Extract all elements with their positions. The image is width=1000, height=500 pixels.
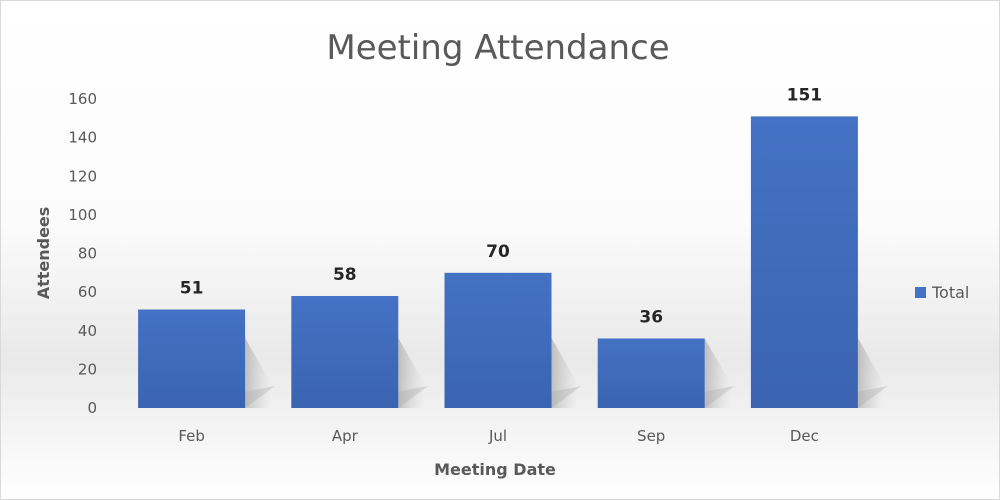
- y-tick-label: 160: [68, 90, 97, 108]
- x-axis-ticks: Feb Apr Jul Sep Dec: [178, 427, 819, 445]
- data-label-apr: 58: [333, 265, 357, 285]
- chart-title: Meeting Attendance: [326, 28, 669, 68]
- bar-shadow: [398, 338, 425, 408]
- y-tick-label: 80: [78, 245, 97, 263]
- x-tick-label-dec: Dec: [790, 427, 819, 445]
- data-label-sep: 36: [639, 307, 663, 327]
- y-tick-label: 60: [78, 283, 97, 301]
- legend-swatch-total: [915, 287, 926, 298]
- bar-shadow: [245, 338, 272, 408]
- bar-sep: [597, 338, 705, 408]
- x-tick-label-apr: Apr: [332, 427, 359, 445]
- data-label-jul: 70: [486, 242, 510, 262]
- y-tick-label: 100: [68, 206, 97, 224]
- bar-apr: [291, 295, 399, 408]
- bar-shadow: [551, 338, 578, 408]
- x-axis-title: Meeting Date: [434, 460, 556, 479]
- data-labels: 51 58 70 36 151: [180, 85, 822, 327]
- y-tick-label: 140: [68, 129, 97, 147]
- x-tick-label-jul: Jul: [488, 427, 507, 445]
- y-tick-label: 40: [78, 322, 97, 340]
- data-label-feb: 51: [180, 279, 204, 299]
- data-label-dec: 151: [787, 85, 823, 105]
- bar-jul: [444, 272, 552, 408]
- x-tick-label-feb: Feb: [178, 427, 205, 445]
- legend: Total: [915, 283, 969, 302]
- y-tick-label: 0: [87, 399, 97, 417]
- y-tick-label: 120: [68, 167, 97, 185]
- bar-shadow: [857, 338, 884, 408]
- bar-feb: [138, 309, 246, 408]
- bar-dec: [750, 116, 858, 408]
- y-tick-label: 20: [78, 360, 97, 378]
- legend-label-total: Total: [931, 283, 969, 302]
- y-axis-ticks: 0 20 40 60 80 100 120 140 160: [68, 90, 97, 417]
- x-tick-label-sep: Sep: [637, 427, 665, 445]
- bars: [138, 116, 858, 408]
- y-axis-title: Attendees: [34, 207, 53, 300]
- bar-shadow: [704, 338, 731, 408]
